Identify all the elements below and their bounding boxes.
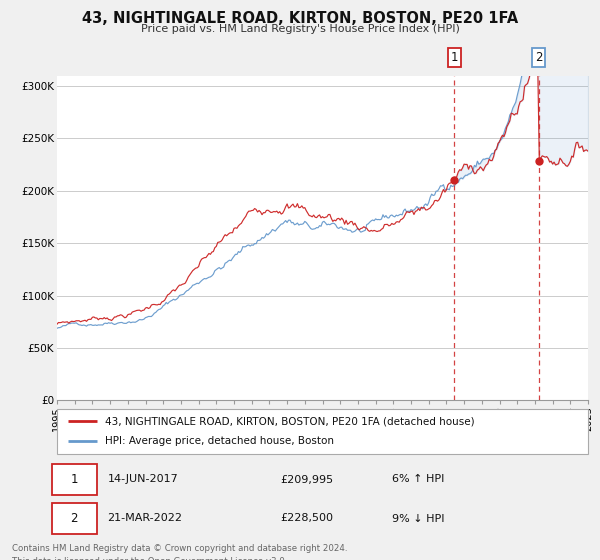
FancyBboxPatch shape: [57, 409, 588, 454]
Text: 43, NIGHTINGALE ROAD, KIRTON, BOSTON, PE20 1FA (detached house): 43, NIGHTINGALE ROAD, KIRTON, BOSTON, PE…: [105, 416, 475, 426]
Text: 14-JUN-2017: 14-JUN-2017: [107, 474, 178, 484]
Text: 2: 2: [70, 512, 78, 525]
Text: Contains HM Land Registry data © Crown copyright and database right 2024.
This d: Contains HM Land Registry data © Crown c…: [12, 544, 347, 560]
Text: 1: 1: [451, 51, 458, 64]
Text: 1: 1: [70, 473, 78, 486]
Text: HPI: Average price, detached house, Boston: HPI: Average price, detached house, Bost…: [105, 436, 334, 446]
Text: 21-MAR-2022: 21-MAR-2022: [107, 514, 182, 524]
Text: 9% ↓ HPI: 9% ↓ HPI: [392, 514, 444, 524]
FancyBboxPatch shape: [52, 503, 97, 534]
Text: 43, NIGHTINGALE ROAD, KIRTON, BOSTON, PE20 1FA: 43, NIGHTINGALE ROAD, KIRTON, BOSTON, PE…: [82, 11, 518, 26]
Text: Price paid vs. HM Land Registry's House Price Index (HPI): Price paid vs. HM Land Registry's House …: [140, 24, 460, 34]
FancyBboxPatch shape: [52, 464, 97, 495]
Text: £209,995: £209,995: [280, 474, 333, 484]
Text: £228,500: £228,500: [280, 514, 333, 524]
Text: 2: 2: [535, 51, 542, 64]
Text: 6% ↑ HPI: 6% ↑ HPI: [392, 474, 444, 484]
